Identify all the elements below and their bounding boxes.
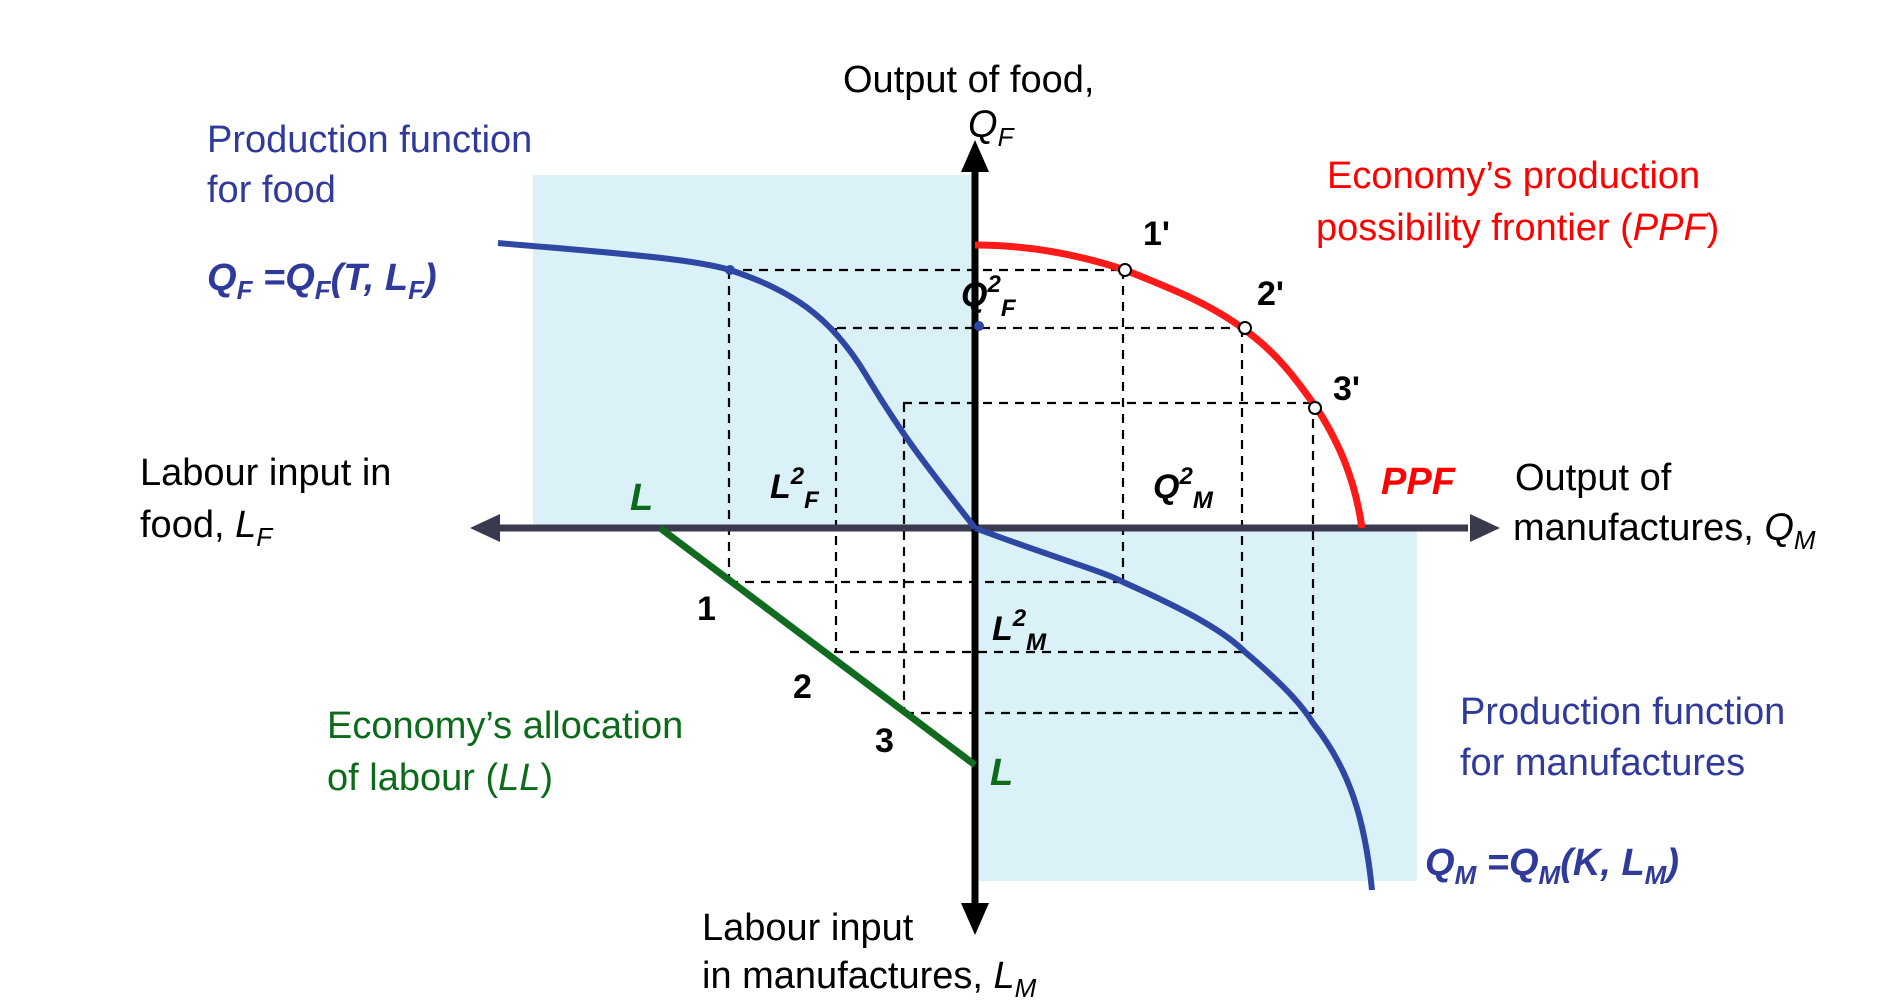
ppf-point-label-1: 1' bbox=[1143, 215, 1170, 253]
food-curve-point bbox=[725, 265, 735, 275]
qf2-label: Q2F bbox=[961, 271, 1017, 322]
allocation-point-label-2: 2 bbox=[793, 668, 812, 706]
manuf-function-formula: QM =QM(K, LM) bbox=[1425, 842, 1679, 890]
labour-food-label-line1: Labour input in bbox=[140, 452, 391, 494]
allocation-line bbox=[657, 525, 978, 768]
manuf-production-curve bbox=[973, 525, 1375, 891]
food-output-symbol: QF bbox=[968, 104, 1016, 152]
allocation-title-line2: of labour (LL) bbox=[327, 757, 553, 799]
labour-manuf-label-line2: in manufactures, LM bbox=[702, 955, 1037, 1000]
manuf-output-label-line2: manufactures, QM bbox=[1513, 507, 1816, 555]
manuf-output-label-line1: Output of bbox=[1515, 457, 1672, 499]
ppf-point-3 bbox=[1308, 401, 1322, 415]
allocation-end-label-bottom: L bbox=[990, 752, 1013, 794]
food-production-curve bbox=[497, 240, 978, 530]
ppf-point-label-3: 3' bbox=[1333, 370, 1360, 408]
manuf-function-title-line2: for manufactures bbox=[1460, 742, 1745, 784]
qf2-point bbox=[974, 321, 984, 331]
food-output-label: Output of food, bbox=[843, 59, 1094, 101]
food-function-title-line1: Production function bbox=[207, 119, 532, 161]
food-quadrant-panel bbox=[533, 175, 975, 528]
ppf-curve-label: PPF bbox=[1381, 461, 1457, 503]
ppf-title-line1: Economy’s production bbox=[1327, 155, 1700, 197]
ppf-point-2 bbox=[1238, 321, 1252, 335]
allocation-point-label-3: 3 bbox=[875, 722, 894, 760]
vertical-axis-bottom-arrow bbox=[961, 903, 989, 935]
lm2-label: L2M bbox=[992, 605, 1047, 656]
manuf-function-title-line1: Production function bbox=[1460, 691, 1785, 733]
labour-food-label-line2: food, LF bbox=[140, 504, 274, 552]
ppf-title-line2: possibility frontier (PPF) bbox=[1316, 207, 1719, 249]
ppf-point-1 bbox=[1118, 263, 1132, 277]
allocation-point-label-1: 1 bbox=[697, 590, 716, 628]
allocation-end-label-top: L bbox=[630, 477, 653, 519]
allocation-title-line1: Economy’s allocation bbox=[327, 705, 683, 747]
lf2-label: L2F bbox=[770, 463, 820, 514]
horizontal-axis-left-arrow bbox=[470, 514, 500, 542]
horizontal-axis-right-arrow bbox=[1470, 514, 1500, 542]
food-function-formula: QF =QF(T, LF) bbox=[207, 257, 437, 305]
food-function-title-line2: for food bbox=[207, 169, 336, 211]
qm2-label: Q2M bbox=[1153, 463, 1214, 514]
manuf-quadrant-panel bbox=[975, 528, 1417, 881]
ppf-point-label-2: 2' bbox=[1257, 275, 1284, 313]
vertical-axis-top-arrow bbox=[961, 140, 989, 172]
labour-manuf-label-line1: Labour input bbox=[702, 907, 914, 949]
